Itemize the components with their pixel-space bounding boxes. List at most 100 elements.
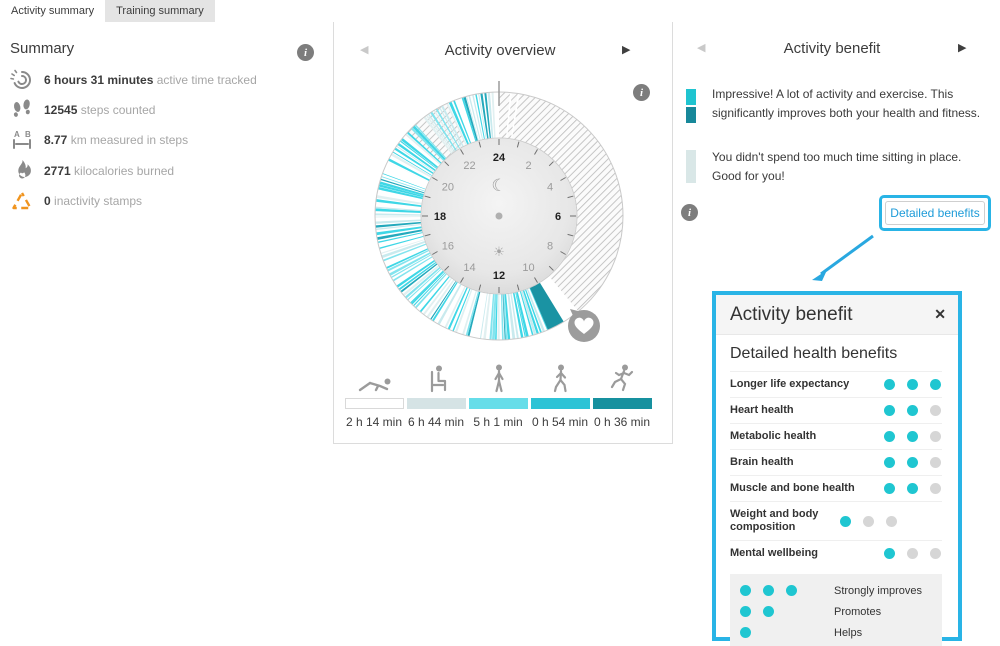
calories-value: 2771 — [44, 164, 71, 178]
benefit-dot-off — [930, 405, 941, 416]
overview-info-icon[interactable]: i — [633, 84, 650, 101]
detailed-benefits-button[interactable]: Detailed benefits — [885, 201, 985, 225]
benefit-dot-on — [786, 585, 797, 596]
svg-text:B: B — [25, 130, 31, 139]
heart-rate-bubble-icon[interactable] — [568, 309, 600, 342]
inactivity-icon — [8, 189, 36, 213]
benefit-dot-on — [907, 457, 918, 468]
benefit-dot-on — [740, 585, 751, 596]
clock-hour-label: 14 — [463, 262, 475, 274]
popup-title: Activity benefit — [730, 303, 853, 325]
benefit-dot-on — [907, 405, 918, 416]
steps-label: steps counted — [80, 103, 156, 117]
benefit-message-1: Impressive! A lot of activity and exerci… — [712, 87, 981, 120]
summary-title: Summary — [10, 40, 75, 57]
stat-steps: 12545 steps counted — [8, 98, 155, 122]
inactivity-value: 0 — [44, 194, 51, 208]
bar-resting[interactable] — [345, 398, 404, 409]
clock-hour-label: 4 — [547, 182, 553, 194]
benefit-dot-on — [907, 431, 918, 442]
clock-hour-label: 2 — [525, 160, 531, 172]
clock-hour-label: 10 — [522, 262, 534, 274]
benefit-dot-on — [884, 379, 895, 390]
moon-icon: ☾ — [491, 176, 506, 195]
tab-activity-summary[interactable]: Activity summary — [0, 0, 106, 22]
bar-label-walking: 0 h 54 min — [531, 415, 589, 429]
summary-info-icon[interactable]: i — [297, 44, 314, 61]
popup-subtitle: Detailed health benefits — [730, 345, 898, 362]
tab-bar: Activity summary Training summary — [0, 0, 215, 22]
bar-label-running: 0 h 36 min — [593, 415, 651, 429]
benefit-dot-on — [763, 606, 774, 617]
popup-legend: Strongly improves Promotes Helps — [730, 574, 942, 646]
benefit-dot-off — [907, 548, 918, 559]
clock-hour-label: 24 — [493, 152, 506, 164]
calories-icon — [8, 159, 36, 183]
overview-prev-arrow-icon[interactable]: ◀ — [360, 44, 369, 56]
benefit-row-heart-health: Heart health — [730, 397, 942, 423]
clock-hour-label: 8 — [547, 241, 553, 253]
benefit-dot-on — [740, 627, 751, 638]
bar-walking[interactable] — [531, 398, 590, 409]
active-time-value: 6 hours 31 minutes — [44, 73, 154, 87]
legend-helps: Helps — [740, 622, 942, 643]
bar-running[interactable] — [593, 398, 652, 409]
benefit-dot-off — [930, 483, 941, 494]
benefit-dot-off — [930, 548, 941, 559]
benefit-dot-on — [884, 483, 895, 494]
benefit-title: Activity benefit — [783, 40, 881, 57]
steps-value: 12545 — [44, 103, 78, 117]
calories-label: kilocalories burned — [74, 164, 175, 178]
bar-standing[interactable] — [469, 398, 528, 409]
running-icon — [602, 364, 642, 394]
steps-icon — [8, 98, 36, 122]
overview-next-arrow-icon[interactable]: ▶ — [622, 44, 631, 56]
tab-training-summary[interactable]: Training summary — [105, 0, 215, 22]
benefit-dot-on — [884, 548, 895, 559]
benefit-info-icon[interactable]: i — [681, 204, 698, 221]
benefit-dot-on — [930, 379, 941, 390]
active-time-icon — [8, 68, 36, 92]
benefit-dot-off — [863, 515, 874, 527]
clock-hour-label: 16 — [442, 241, 454, 253]
stat-active-time: 6 hours 31 minutes active time tracked — [8, 68, 257, 92]
benefit-next-arrow-icon[interactable]: ▶ — [958, 42, 967, 54]
close-icon[interactable]: ✕ — [934, 306, 946, 322]
benefit-swatch-teal — [686, 107, 696, 123]
bar-label-resting: 2 h 14 min — [345, 415, 403, 429]
clock-hour-label: 20 — [442, 182, 454, 194]
bar-sitting[interactable] — [407, 398, 466, 409]
benefit-dot-on — [840, 515, 851, 527]
benefit-row-mental-wellbeing: Mental wellbeing — [730, 540, 942, 566]
benefit-row-brain-health: Brain health — [730, 449, 942, 475]
popup-body: Detailed health benefits Longer life exp… — [716, 335, 958, 646]
distance-value: 8.77 — [44, 133, 68, 147]
distance-label: km measured in steps — [70, 133, 189, 147]
benefit-row-metabolic-health: Metabolic health — [730, 423, 942, 449]
benefit-dot-off — [886, 515, 897, 527]
divider-left — [333, 22, 334, 443]
bar-label-standing: 5 h 1 min — [473, 415, 523, 429]
benefit-dot-on — [884, 431, 895, 442]
svg-text:A: A — [14, 130, 20, 139]
overview-title: Activity overview — [444, 42, 556, 59]
resting-icon — [355, 364, 395, 394]
annotation-arrow-icon — [812, 234, 874, 281]
distance-icon: A B — [8, 128, 36, 152]
benefit-row-longer-life: Longer life expectancy — [730, 371, 942, 397]
middle-panel-bottom-border — [333, 443, 673, 444]
sun-icon: ☀ — [493, 244, 505, 259]
sitting-icon — [417, 364, 457, 394]
stat-calories: 2771 kilocalories burned — [8, 159, 174, 183]
benefit-dot-off — [930, 457, 941, 468]
benefit-row-weight-body: Weight and body composition — [730, 501, 942, 540]
benefit-dot-off — [930, 431, 941, 442]
active-time-label: active time tracked — [156, 73, 257, 87]
clock-hour-label: 12 — [493, 270, 505, 282]
benefit-prev-arrow-icon[interactable]: ◀ — [697, 42, 706, 54]
legend-promotes: Promotes — [740, 601, 942, 622]
activity-benefit-popup: Activity benefit ✕ Detailed health benef… — [712, 291, 962, 646]
benefit-dot-on — [907, 483, 918, 494]
